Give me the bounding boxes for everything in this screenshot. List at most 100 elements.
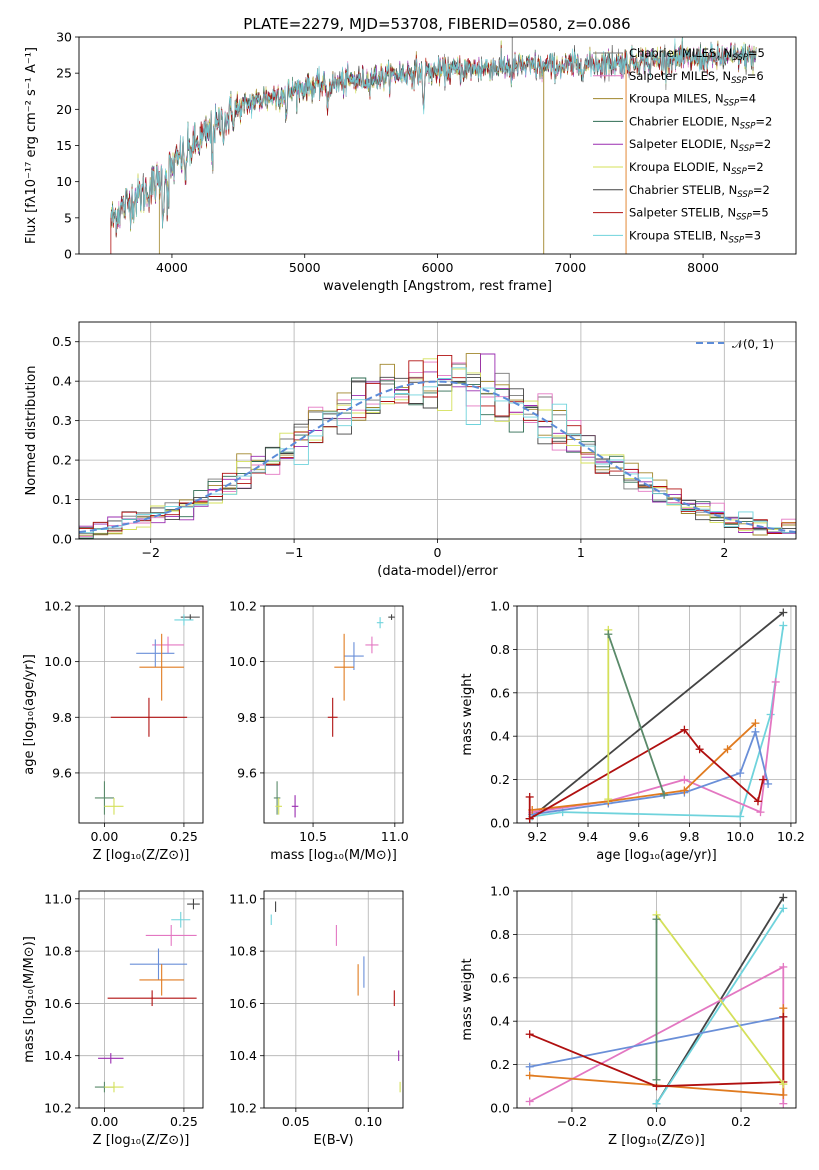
- weight-marker: [753, 797, 762, 806]
- weight-marker: [764, 779, 773, 788]
- errorbar-point: [327, 697, 338, 737]
- x-axis-label: Z [log₁₀(Z/Z⊙)]: [93, 848, 190, 863]
- weight-marker: [759, 775, 768, 784]
- legend-entry: Chabrier ELODIE, NSSP=2: [629, 114, 772, 131]
- legend-entry: Kroupa ELODIE, NSSP=2: [629, 160, 764, 177]
- y-axis-label: Flux [fλ10⁻¹⁷ erg cm⁻² s⁻¹ A⁻¹]: [24, 47, 39, 244]
- x-tick-label: 8000: [687, 260, 719, 275]
- x-tick-label: 11.0: [381, 829, 409, 844]
- axes-weight-vs-Z: −0.2 0.0 0.2 0.0 0.2 0.4 0.6 0.8 1.0 Z [log₁₀(Z/Z…: [460, 884, 797, 1148]
- y-tick-label: 10.6: [44, 996, 72, 1011]
- plot-area: [525, 608, 788, 823]
- axes-mass-vs-EBV: 0.05 0.10 10.2 10.4 10.6 10.8 11.0 E(B-V): [229, 890, 404, 1148]
- errorbar-point: [174, 614, 194, 626]
- x-axis-label: wavelength [Angstrom, rest frame]: [323, 279, 552, 294]
- y-tick-label: 10.8: [229, 944, 257, 959]
- y-tick-label: 9.8: [52, 710, 72, 725]
- weight-marker: [652, 915, 661, 924]
- y-tick-label: 10.0: [229, 654, 257, 669]
- axes-age-vs-mass: 10.5 11.0 9.6 9.8 10.0 10.2 mass [log₁₀(M/M⊙)]: [229, 599, 409, 864]
- x-tick-label: 6000: [422, 260, 454, 275]
- weight-marker: [660, 790, 669, 799]
- legend-entry: Salpeter ELODIE, NSSP=2: [629, 137, 771, 154]
- x-tick-label: 4000: [156, 260, 188, 275]
- y-axis-label: Normed distribution: [24, 366, 39, 496]
- y-tick-label: 10.2: [229, 599, 257, 614]
- errorbar-point: [152, 636, 184, 654]
- weight-marker: [736, 769, 745, 778]
- x-tick-label: 0.05: [282, 1114, 310, 1129]
- weight-marker: [604, 630, 613, 639]
- x-tick-label: 9.4: [578, 829, 598, 844]
- y-tick-label: 0.8: [490, 642, 510, 657]
- y-tick-label: 5: [64, 210, 72, 225]
- plot-area: [79, 353, 796, 539]
- axes-age-vs-Z: 0.00 0.25 9.6 9.8 10.0 10.2 Z [log₁₀(Z/Z⊙)] age…: [22, 599, 204, 863]
- errorbar-point: [136, 639, 175, 668]
- y-tick-label: 0.6: [490, 970, 510, 985]
- x-tick-label: 0.00: [91, 829, 119, 844]
- x-tick-label: 0: [434, 545, 442, 560]
- weight-marker: [680, 786, 689, 795]
- axes-frame: [516, 890, 797, 1109]
- y-tick-label: 0.1: [52, 492, 72, 507]
- y-tick-label: 1.0: [490, 599, 510, 614]
- y-tick-label: 10.0: [44, 654, 72, 669]
- y-tick-label: 10.2: [44, 599, 72, 614]
- x-tick-label: 0.2: [731, 1114, 751, 1129]
- errorbar-point: [275, 797, 282, 815]
- weight-marker: [779, 962, 788, 971]
- legend-entry: Kroupa STELIB, NSSP=3: [629, 228, 761, 245]
- weight-marker: [779, 904, 788, 913]
- x-tick-label: 0.25: [170, 1114, 198, 1129]
- y-tick-label: 11.0: [44, 891, 72, 906]
- errorbar-point: [145, 924, 197, 946]
- y-tick-label: 10.4: [229, 1048, 257, 1063]
- x-axis-label: age [log₁₀(age/yr)]: [596, 848, 717, 863]
- errorbar-point: [334, 633, 354, 701]
- x-tick-label: −2: [141, 545, 159, 560]
- errorbar-point: [104, 1081, 124, 1093]
- legend-entry: Chabrier MILES, NSSP=5: [629, 46, 765, 63]
- errorbar-point: [388, 614, 395, 620]
- weight-marker: [766, 710, 775, 719]
- legend-entry: Salpeter STELIB, NSSP=5: [629, 206, 769, 223]
- errorbar-point: [171, 911, 191, 928]
- x-tick-label: 9.8: [680, 829, 700, 844]
- errorbar-point: [94, 781, 114, 815]
- y-tick-label: 25: [56, 66, 72, 81]
- legend-entry: Salpeter MILES, NSSP=6: [629, 69, 764, 86]
- plot-area: [525, 893, 788, 1108]
- weight-marker: [652, 1075, 661, 1084]
- weight-marker: [652, 1099, 661, 1108]
- y-tick-label: 15: [56, 138, 72, 153]
- plots: 4000 5000 6000 7000 8000051015202530waveleng…: [22, 30, 805, 1149]
- y-tick-label: 0.0: [52, 532, 72, 547]
- weight-marker: [779, 608, 788, 617]
- plot-area: [110, 37, 757, 254]
- axes-spectrum: 4000 5000 6000 7000 8000 0 5 10 15 20 25 30 waveleng…: [24, 30, 797, 294]
- weight-marker: [771, 677, 780, 686]
- x-tick-label: 10.0: [726, 829, 754, 844]
- x-tick-label: −1: [285, 545, 303, 560]
- errorbar-point: [187, 898, 200, 910]
- weight-marker: [723, 745, 732, 754]
- y-tick-label: 9.8: [237, 710, 257, 725]
- errorbar-point: [376, 617, 384, 629]
- weight-marker: [525, 1030, 534, 1039]
- y-tick-label: 10.8: [44, 944, 72, 959]
- x-axis-label: (data-model)/error: [377, 564, 498, 579]
- y-tick-label: 10.2: [44, 1101, 72, 1116]
- normal-curve: [79, 380, 796, 534]
- weight-line: [655, 907, 785, 1105]
- legend-entry: Kroupa MILES, NSSP=4: [629, 92, 756, 109]
- legend-entry: Chabrier STELIB, NSSP=2: [629, 183, 770, 200]
- x-axis-label: E(B-V): [313, 1133, 353, 1148]
- axes-frame: [78, 890, 204, 1109]
- y-axis-label: age [log₁₀(age/yr)]: [22, 654, 37, 775]
- weight-marker: [751, 727, 760, 736]
- weight-line: [532, 728, 769, 816]
- weight-marker: [604, 795, 613, 804]
- errorbar-point: [98, 1053, 124, 1064]
